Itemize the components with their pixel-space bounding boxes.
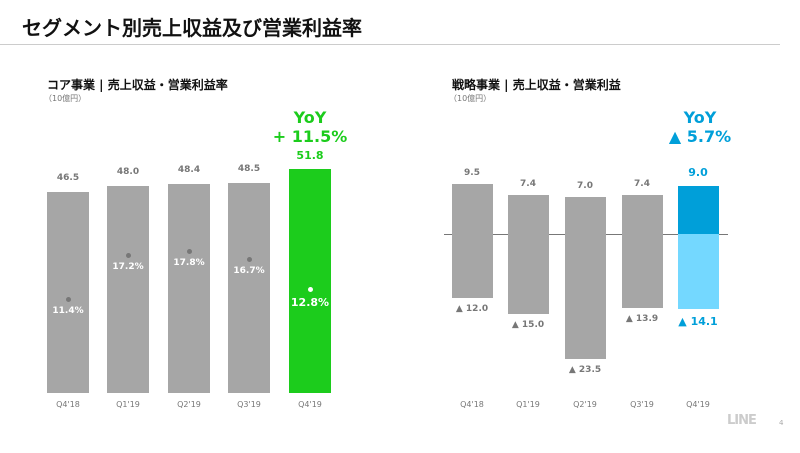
revenue-bar: [565, 196, 606, 234]
x-tick-label: Q4'19: [686, 400, 710, 409]
margin-label: 17.2%: [112, 262, 144, 273]
margin-label: 17.8%: [173, 257, 205, 268]
margin-dot: [247, 257, 252, 263]
revenue-label: 9.0: [688, 166, 708, 180]
margin-dot: [308, 286, 313, 292]
revenue-bar: [452, 183, 493, 234]
revenue-label: 46.5: [56, 173, 80, 184]
margin-label: 16.7%: [233, 266, 265, 277]
x-tick-label: Q2'19: [177, 400, 201, 409]
revenue-label: 7.4: [520, 178, 536, 189]
x-tick-label: Q2'19: [573, 400, 597, 409]
strategic-chart-title: 戦略事業 | 売上収益・営業利益: [452, 78, 621, 92]
title-divider: [0, 44, 780, 45]
revenue-label: 48.0: [116, 166, 140, 177]
operating-loss-bar: [622, 234, 663, 308]
revenue-bar: [678, 186, 719, 234]
margin-dot: [187, 248, 192, 254]
core-yoy-value: + 11.5%: [272, 127, 348, 146]
x-tick-label: Q4'19: [298, 400, 322, 409]
strategic-yoy-label: YoY: [683, 108, 717, 127]
line-logo: LINE: [727, 413, 757, 428]
operating-loss-bar: [565, 234, 606, 359]
margin-label: 11.4%: [52, 306, 84, 317]
margin-label: 12.8%: [290, 295, 330, 309]
operating-loss-bar: [678, 234, 719, 309]
x-tick-label: Q3'19: [630, 400, 654, 409]
revenue-bar: [107, 185, 149, 393]
revenue-label: 7.4: [634, 178, 650, 189]
operating-loss-label: ▲ 15.0: [511, 319, 545, 330]
x-tick-label: Q3'19: [237, 400, 261, 409]
operating-loss-label: ▲ 12.0: [455, 303, 489, 314]
revenue-label: 51.8: [296, 149, 324, 163]
operating-loss-label: ▲ 23.5: [568, 364, 602, 375]
strategic-chart-unit: （10億円）: [449, 94, 492, 103]
operating-loss-bar: [452, 234, 493, 298]
revenue-label: 48.5: [237, 164, 261, 175]
revenue-label: 48.4: [177, 164, 201, 175]
revenue-bar: [289, 169, 331, 393]
core-yoy-label: YoY: [293, 108, 327, 127]
revenue-bar: [228, 183, 270, 393]
revenue-bar: [508, 194, 549, 234]
page-number: 4: [779, 419, 784, 427]
strategic-yoy-value: ▲ 5.7%: [668, 127, 732, 146]
operating-loss-label: ▲ 13.9: [625, 313, 659, 324]
revenue-bar: [622, 194, 663, 234]
page-title: セグメント別売上収益及び営業利益率: [22, 16, 362, 40]
x-tick-label: Q4'18: [460, 400, 484, 409]
operating-loss-bar: [508, 234, 549, 314]
operating-loss-label: ▲ 14.1: [678, 314, 718, 328]
revenue-bar: [168, 183, 210, 393]
core-chart-title: コア事業 | 売上収益・営業利益率: [47, 78, 228, 92]
x-tick-label: Q4'18: [56, 400, 80, 409]
x-tick-label: Q1'19: [116, 400, 140, 409]
x-tick-label: Q1'19: [516, 400, 540, 409]
margin-dot: [126, 253, 131, 259]
revenue-label: 9.5: [464, 167, 480, 178]
core-chart-unit: （10億円）: [44, 94, 87, 103]
margin-dot: [66, 297, 71, 303]
revenue-label: 7.0: [577, 180, 593, 191]
revenue-bar: [47, 192, 89, 393]
